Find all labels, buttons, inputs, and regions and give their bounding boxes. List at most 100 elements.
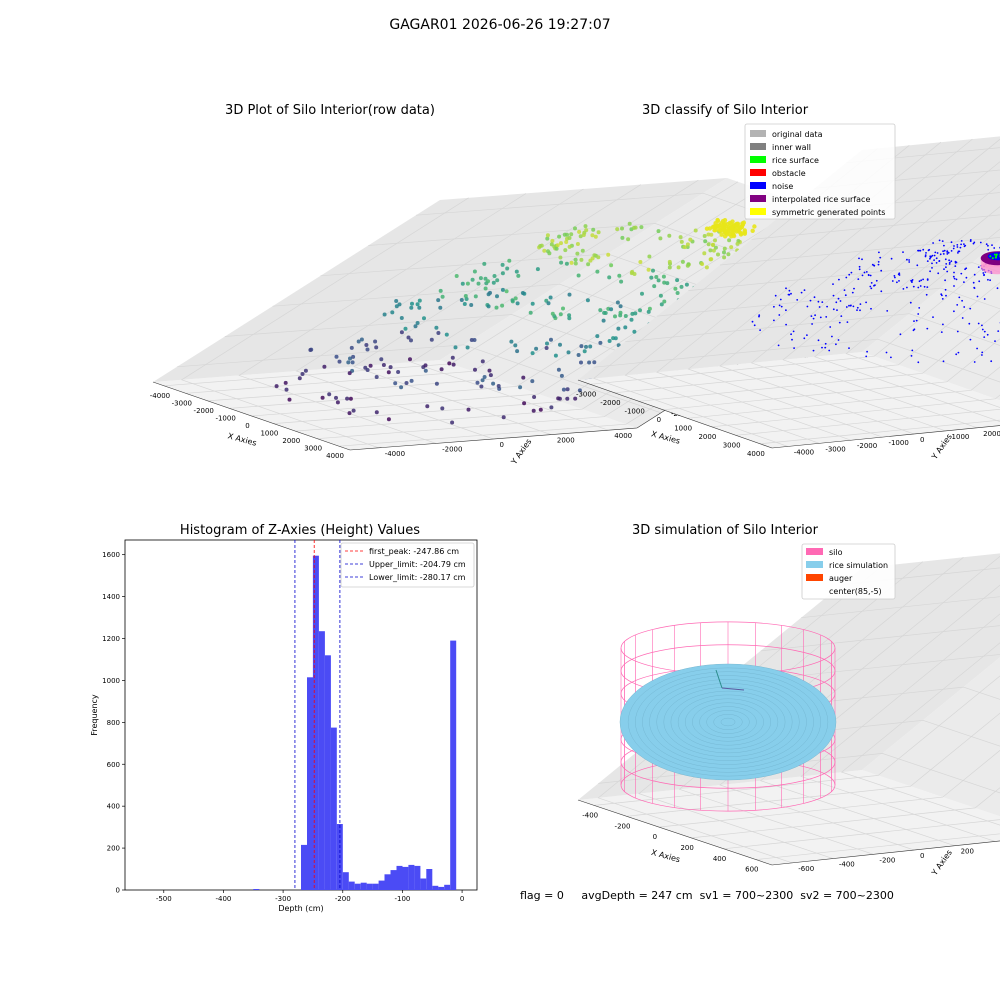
noise-point bbox=[803, 289, 806, 291]
raw-data-point bbox=[500, 303, 505, 308]
raw-data-point bbox=[592, 360, 597, 365]
noise-point bbox=[788, 293, 791, 296]
noise-point bbox=[858, 268, 861, 271]
noise-point bbox=[976, 295, 979, 298]
noise-point bbox=[981, 328, 984, 331]
noise-point bbox=[956, 330, 959, 333]
noise-point bbox=[924, 254, 927, 256]
raw-data-point bbox=[509, 339, 514, 344]
x-tick-label: -100 bbox=[394, 895, 410, 903]
noise-point bbox=[832, 283, 834, 285]
raw-data-point bbox=[567, 292, 572, 297]
raw-data-point bbox=[550, 238, 555, 243]
noise-point bbox=[902, 251, 904, 254]
noise-point bbox=[963, 281, 965, 283]
noise-point bbox=[800, 291, 803, 294]
noise-point bbox=[997, 330, 1000, 332]
raw-data-point bbox=[507, 258, 512, 263]
raw-data-point bbox=[438, 305, 443, 310]
classify-grid-x bbox=[711, 394, 1000, 428]
noise-point bbox=[759, 329, 761, 331]
raw-data-point bbox=[575, 242, 580, 246]
classify-grid-x bbox=[590, 253, 1000, 385]
noise-point bbox=[953, 245, 955, 247]
raw-data-point bbox=[359, 337, 364, 342]
raw-data-point bbox=[399, 316, 404, 320]
raw-data-point bbox=[609, 307, 614, 312]
noise-point bbox=[981, 354, 983, 356]
raw-data-point bbox=[514, 269, 519, 274]
raw-data-point bbox=[544, 346, 549, 350]
y-tick-label: 1200 bbox=[102, 635, 120, 643]
noise-point bbox=[846, 321, 849, 323]
noise-point bbox=[920, 279, 923, 282]
noise-point bbox=[870, 282, 873, 284]
classify-grid-y bbox=[845, 228, 1000, 408]
raw-data-point bbox=[538, 407, 543, 412]
raw-data-point bbox=[386, 417, 391, 422]
x-tick-label: -300 bbox=[275, 895, 291, 903]
raw-data-point bbox=[615, 300, 620, 305]
rice-surface-point bbox=[991, 257, 994, 260]
noise-point bbox=[857, 278, 860, 280]
raw-y-tick: -2000 bbox=[442, 445, 462, 453]
raw-data-point bbox=[580, 248, 585, 253]
noise-point bbox=[826, 305, 828, 308]
raw-data-point bbox=[667, 259, 672, 264]
noise-point bbox=[817, 339, 820, 342]
noise-point bbox=[945, 294, 947, 297]
noise-point bbox=[877, 261, 880, 263]
histogram-bar bbox=[438, 886, 445, 890]
raw-x-tick: -3000 bbox=[172, 399, 192, 407]
noise-point bbox=[845, 276, 848, 279]
raw-data-point bbox=[547, 251, 552, 256]
histogram-bar bbox=[396, 865, 403, 890]
legend-swatch bbox=[750, 195, 766, 202]
legend-swatch bbox=[806, 548, 823, 555]
noise-point bbox=[982, 272, 985, 274]
y-tick-label: 1600 bbox=[102, 551, 120, 559]
raw-data-point bbox=[459, 298, 464, 302]
raw-data-point bbox=[486, 279, 490, 284]
noise-point bbox=[874, 284, 876, 287]
raw-data-point bbox=[584, 228, 589, 233]
raw-data-point bbox=[388, 365, 393, 370]
raw-data-point bbox=[436, 298, 441, 303]
noise-point bbox=[964, 268, 966, 271]
raw-data-point bbox=[522, 401, 527, 406]
sim-grid-x bbox=[723, 819, 1000, 850]
noise-point bbox=[790, 292, 792, 295]
raw-data-point bbox=[463, 294, 468, 298]
classify-grid-z bbox=[625, 313, 1000, 346]
raw-data-point bbox=[530, 379, 535, 384]
noise-point bbox=[848, 347, 850, 349]
noise-point bbox=[977, 266, 980, 268]
raw-grid-y bbox=[353, 184, 642, 435]
raw-data-point bbox=[417, 305, 422, 310]
raw-data-point bbox=[440, 406, 445, 411]
sim-grid-x bbox=[755, 833, 1000, 860]
classify-x-tick: 2000 bbox=[698, 433, 716, 441]
noise-point bbox=[785, 309, 787, 312]
raw-data-point bbox=[462, 302, 467, 306]
noise-point bbox=[785, 287, 787, 290]
raw-x-tick: -4000 bbox=[150, 392, 170, 400]
noise-point bbox=[859, 303, 862, 305]
raw-data-point bbox=[563, 248, 568, 253]
classify-y-tick: 0 bbox=[920, 436, 924, 444]
raw-data-point bbox=[662, 299, 667, 304]
raw-data-point bbox=[577, 388, 582, 393]
raw-data-point bbox=[709, 232, 714, 237]
noise-point bbox=[819, 316, 822, 319]
noise-point bbox=[898, 274, 901, 276]
legend-label: interpolated rice surface bbox=[772, 195, 870, 204]
raw-x-tick: 0 bbox=[245, 422, 249, 430]
raw-data-point bbox=[469, 338, 474, 342]
raw-data-point bbox=[390, 310, 395, 315]
raw-data-point bbox=[581, 233, 586, 237]
rice-mesh-ring bbox=[713, 714, 743, 730]
noise-point bbox=[773, 305, 775, 308]
noise-point bbox=[981, 324, 983, 327]
noise-point bbox=[944, 279, 946, 282]
raw-data-point bbox=[501, 415, 506, 420]
